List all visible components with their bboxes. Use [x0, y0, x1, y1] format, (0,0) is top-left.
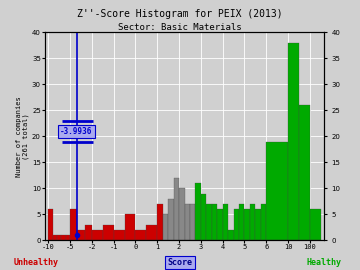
Bar — [244, 209, 250, 240]
Bar — [212, 204, 217, 240]
Text: Z''-Score Histogram for PEIX (2013): Z''-Score Histogram for PEIX (2013) — [77, 9, 283, 19]
Bar — [261, 204, 266, 240]
Bar — [114, 230, 125, 240]
Bar — [77, 230, 85, 240]
Bar — [85, 225, 92, 240]
Text: Healthy: Healthy — [306, 258, 342, 267]
Bar — [66, 235, 70, 240]
Bar — [266, 141, 288, 240]
Bar — [163, 214, 168, 240]
Bar — [168, 199, 174, 240]
Bar — [310, 209, 321, 240]
Bar — [48, 209, 53, 240]
Bar — [201, 194, 206, 240]
Bar — [174, 178, 179, 240]
Bar — [299, 105, 310, 240]
Bar — [288, 43, 299, 240]
Bar — [103, 225, 114, 240]
Bar — [228, 230, 234, 240]
Text: Score: Score — [167, 258, 193, 267]
Bar — [125, 214, 135, 240]
Bar — [92, 230, 103, 240]
Bar — [61, 235, 66, 240]
Bar — [57, 235, 61, 240]
Bar — [135, 230, 147, 240]
Bar — [53, 235, 57, 240]
Text: Sector: Basic Materials: Sector: Basic Materials — [118, 23, 242, 32]
Bar — [250, 204, 255, 240]
Bar — [222, 204, 228, 240]
Bar — [147, 225, 157, 240]
Bar — [255, 209, 261, 240]
Bar — [217, 209, 222, 240]
Bar — [70, 209, 77, 240]
Bar — [195, 183, 201, 240]
Text: Unhealthy: Unhealthy — [14, 258, 58, 267]
Bar — [179, 188, 185, 240]
Bar — [239, 204, 244, 240]
Bar — [234, 209, 239, 240]
Y-axis label: Number of companies
(261 total): Number of companies (261 total) — [15, 96, 29, 177]
Bar — [157, 204, 163, 240]
Bar — [206, 204, 212, 240]
Bar — [185, 204, 190, 240]
Text: -3.9936: -3.9936 — [60, 127, 93, 136]
Bar — [190, 204, 195, 240]
